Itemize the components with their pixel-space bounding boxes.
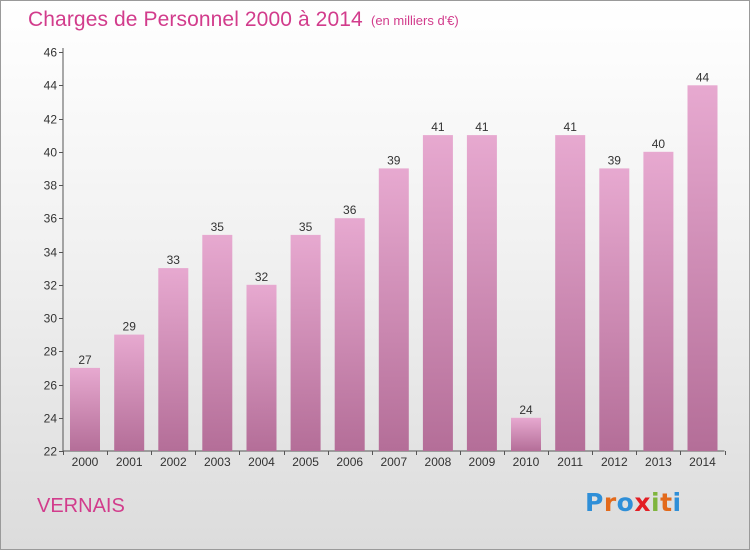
value-label-2005: 35 (299, 220, 313, 234)
x-tick-label-2013: 2013 (645, 455, 672, 469)
bar-2011 (555, 135, 586, 451)
value-label-2013: 40 (652, 137, 666, 151)
value-label-2010: 24 (519, 403, 533, 417)
y-tick-label: 30 (44, 312, 58, 326)
bars (70, 85, 718, 452)
value-label-2000: 27 (78, 353, 92, 367)
value-label-2002: 33 (167, 253, 181, 267)
x-tick-label-2007: 2007 (380, 455, 407, 469)
x-tick-label-2009: 2009 (469, 455, 496, 469)
bar-2008 (422, 135, 453, 451)
x-tick-label-2000: 2000 (72, 455, 99, 469)
y-tick-label: 26 (44, 379, 58, 393)
x-tick-label-2006: 2006 (336, 455, 363, 469)
value-label-2008: 41 (431, 120, 445, 134)
x-tick-label-2001: 2001 (116, 455, 143, 469)
bar-2010 (511, 417, 541, 452)
y-tick-label: 40 (44, 146, 58, 160)
bar-2000 (70, 367, 100, 451)
y-tick-label: 32 (44, 279, 58, 293)
bar-2002 (158, 268, 189, 451)
x-tick-label-2012: 2012 (601, 455, 628, 469)
value-label-2001: 29 (123, 320, 137, 334)
logo-letter: P (585, 488, 604, 517)
x-tick-label-2005: 2005 (292, 455, 319, 469)
bar-2012 (599, 168, 630, 451)
y-tick-label: 38 (44, 179, 58, 193)
y-tick-label: 34 (44, 246, 58, 260)
proxiti-logo[interactable]: Proxiti (585, 488, 682, 517)
y-tick-label: 28 (44, 345, 58, 359)
y-tick-label: 42 (44, 113, 58, 127)
value-label-2003: 35 (211, 220, 225, 234)
chart-title: Charges de Personnel 2000 à 2014 (28, 8, 363, 31)
value-label-2006: 36 (343, 203, 357, 217)
bar-2006 (334, 218, 365, 451)
x-tick-label-2003: 2003 (204, 455, 231, 469)
logo-letter: x (634, 488, 651, 517)
y-tick-label: 22 (44, 445, 58, 459)
bar-2004 (246, 284, 277, 452)
y-tick-label: 24 (44, 412, 58, 426)
y-tick-label: 44 (44, 79, 58, 93)
logo-letter: i (672, 488, 682, 517)
x-tick-label-2008: 2008 (425, 455, 452, 469)
x-tick-label-2011: 2011 (557, 455, 583, 469)
bar-2013 (643, 151, 674, 452)
data-labels: 27 29 33 35 32 35 36 39 41 41 24 41 39 40 44 (78, 70, 710, 417)
bar-2005 (290, 234, 321, 451)
logo-letter: i (651, 488, 661, 517)
x-tick-label-2010: 2010 (513, 455, 540, 469)
logo-letter: r (603, 488, 617, 517)
x-tick-label-2002: 2002 (160, 455, 187, 469)
bar-2014 (687, 85, 718, 452)
y-tick-label: 46 (44, 46, 58, 60)
x-tick-label-2014: 2014 (689, 455, 716, 469)
bar-2003 (202, 234, 233, 451)
logo-letter: t (660, 488, 673, 517)
value-label-2014: 44 (696, 70, 710, 84)
y-tick-label: 36 (44, 212, 58, 226)
unit-note: (en milliers d'€) (371, 13, 459, 28)
value-label-2007: 39 (387, 153, 401, 167)
bar-2007 (378, 168, 409, 451)
value-label-2011: 41 (564, 120, 578, 134)
bar-2009 (466, 135, 497, 451)
logo-letter: o (616, 488, 635, 517)
place-name: VERNAIS (37, 495, 125, 517)
bar-2001 (114, 334, 145, 451)
value-label-2009: 41 (475, 120, 489, 134)
x-tick-label-2004: 2004 (248, 455, 275, 469)
value-label-2012: 39 (608, 153, 622, 167)
value-label-2004: 32 (255, 270, 269, 284)
